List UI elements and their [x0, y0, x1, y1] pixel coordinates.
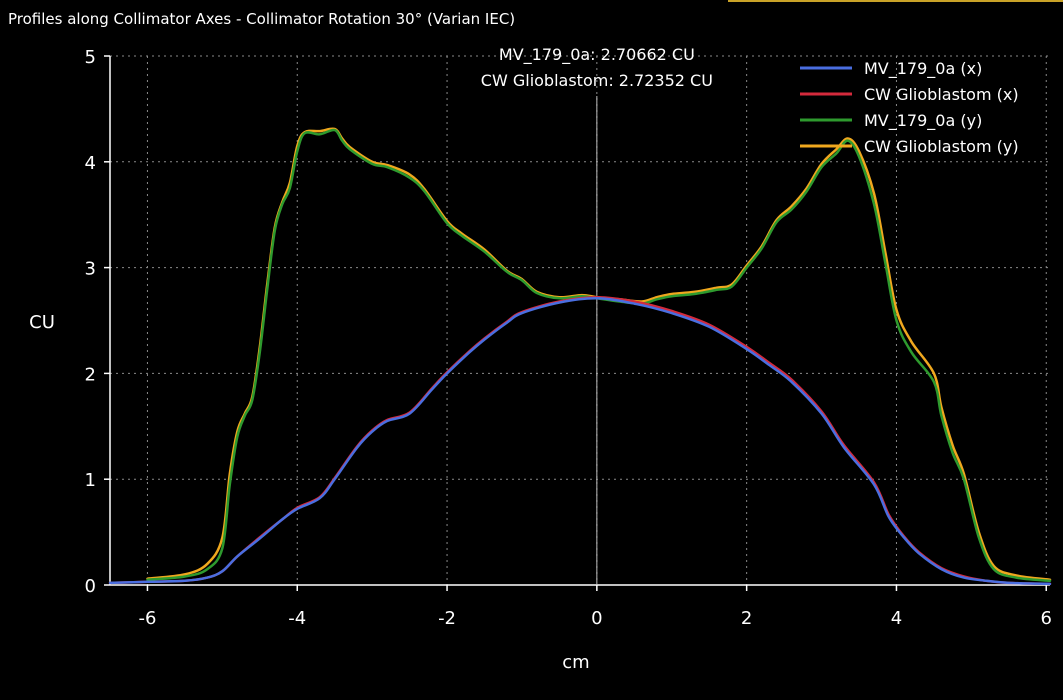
cursor-readout-line-1: MV_179_0a: 2.70662 CU — [499, 45, 695, 65]
y-tick-label: 0 — [85, 576, 96, 597]
x-tick-label: -2 — [438, 608, 456, 629]
cursor-readout-line-2: CW Glioblastom: 2.72352 CU — [481, 71, 713, 90]
legend-label: CW Glioblastom (x) — [864, 85, 1019, 104]
legend-label: MV_179_0a (y) — [864, 111, 982, 131]
y-tick-label: 2 — [85, 364, 96, 385]
x-tick-label: 0 — [591, 608, 602, 629]
legend-label: MV_179_0a (x) — [864, 59, 982, 79]
x-tick-label: -6 — [138, 608, 156, 629]
title-accent-bar — [728, 0, 1063, 2]
x-tick-label: 2 — [741, 608, 752, 629]
x-axis-label: cm — [562, 652, 589, 673]
y-tick-label: 4 — [85, 153, 96, 174]
series-line-cw-glioblastom-x — [108, 295, 1052, 586]
legend-label: CW Glioblastom (y) — [864, 137, 1019, 156]
x-tick-label: 4 — [891, 608, 902, 629]
legend: MV_179_0a (x) CW Glioblastom (x) MV_179_0a… — [800, 59, 1019, 156]
series-lines — [108, 127, 1052, 586]
x-tick-label: -4 — [288, 608, 306, 629]
axes — [104, 55, 1050, 591]
series-line-mv-179-0a-x — [108, 297, 1052, 586]
series-line-cw-glioblastom-y — [146, 127, 1052, 581]
y-tick-label: 5 — [85, 47, 96, 68]
series-line-mv-179-0a-y — [146, 128, 1052, 583]
y-tick-label: 1 — [85, 470, 96, 491]
y-tick-label: 3 — [85, 259, 96, 280]
tick-labels: -6 -4 -2 0 2 4 6 0 1 2 3 4 5 — [85, 47, 1052, 629]
window-title: Profiles along Collimator Axes - Collima… — [8, 10, 516, 28]
x-tick-label: 6 — [1041, 608, 1052, 629]
grid-lines — [110, 55, 1050, 585]
y-axis-label: CU — [29, 312, 55, 333]
